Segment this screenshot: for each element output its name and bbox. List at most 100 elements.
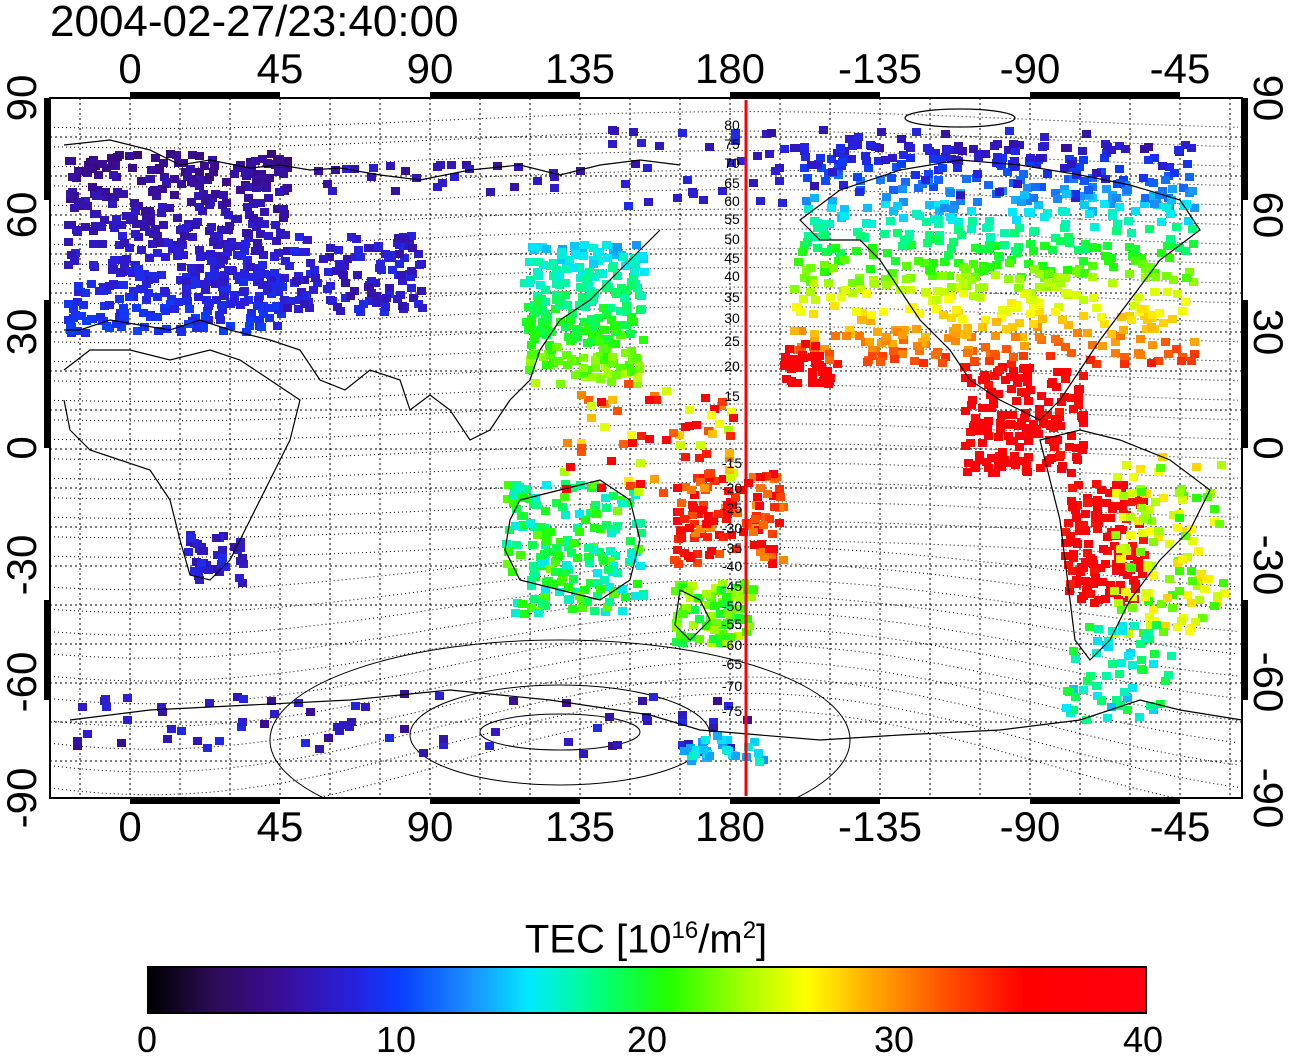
tec-pixel xyxy=(569,264,578,272)
tec-pixel xyxy=(763,490,772,498)
tec-pixel xyxy=(893,229,902,237)
contour-label: -35 xyxy=(721,540,743,556)
tec-pixel xyxy=(433,183,442,191)
tec-pixel xyxy=(770,503,779,511)
tec-pixel xyxy=(1149,192,1158,200)
tec-pixel xyxy=(560,493,569,501)
tec-pixel xyxy=(409,294,418,302)
tec-pixel xyxy=(807,161,816,169)
tec-pixel xyxy=(811,296,820,304)
tec-pixel xyxy=(1010,157,1019,165)
tec-pixel xyxy=(613,407,622,415)
tec-pixel xyxy=(1022,461,1031,469)
tec-pixel xyxy=(1167,196,1176,204)
tec-pixel xyxy=(1102,672,1111,680)
tec-pixel xyxy=(982,421,991,429)
tec-pixel xyxy=(979,283,988,291)
tec-pixel xyxy=(575,592,584,600)
tec-pixel xyxy=(514,163,523,171)
tec-pixel xyxy=(1119,513,1128,521)
tec-pixel xyxy=(601,494,610,502)
tec-pixel xyxy=(1029,194,1038,202)
tec-pixel xyxy=(400,725,409,733)
tec-pixel xyxy=(576,283,585,291)
tec-pixel xyxy=(539,353,548,361)
tec-pixel xyxy=(275,188,284,196)
tec-pixel xyxy=(1080,177,1089,185)
tec-pixel xyxy=(941,130,950,138)
tec-pixel xyxy=(762,472,771,480)
tec-pixel xyxy=(1024,453,1033,461)
tec-pixel xyxy=(203,252,212,260)
tec-pixel xyxy=(220,271,229,279)
tec-pixel xyxy=(81,329,90,337)
tec-pixel xyxy=(1195,596,1204,604)
tec-pixel xyxy=(1073,329,1082,337)
tec-pixel xyxy=(687,757,696,765)
tec-pixel xyxy=(564,596,573,604)
tec-pixel xyxy=(956,197,965,205)
tec-pixel xyxy=(810,337,819,345)
tec-pixel xyxy=(699,196,708,204)
tec-pixel xyxy=(550,173,559,181)
tec-pixel xyxy=(898,331,907,339)
tec-pixel xyxy=(147,166,156,174)
tec-pixel xyxy=(751,515,760,523)
tec-pixel xyxy=(294,305,303,313)
tec-pixel xyxy=(564,543,573,551)
tec-pixel xyxy=(575,263,584,271)
tec-pixel xyxy=(592,510,601,518)
tec-pixel xyxy=(564,583,573,591)
tec-pixel xyxy=(954,218,963,226)
tec-pixel xyxy=(808,353,817,361)
tec-pixel xyxy=(1098,578,1107,586)
contour-label: 65 xyxy=(724,175,740,191)
tec-pixel xyxy=(195,168,204,176)
tec-pixel xyxy=(1138,260,1147,268)
tec-pixel xyxy=(258,155,267,163)
tec-pixel xyxy=(771,167,780,175)
tec-pixel xyxy=(1131,207,1140,215)
tec-pixel xyxy=(603,353,612,361)
tec-pixel xyxy=(1051,415,1060,423)
tec-pixel xyxy=(820,268,829,276)
tec-pixel xyxy=(557,578,566,586)
tec-pixel xyxy=(792,303,801,311)
tec-pixel xyxy=(536,281,545,289)
tec-pixel xyxy=(633,580,642,588)
tec-pixel xyxy=(300,276,309,284)
tec-pixel xyxy=(571,371,580,379)
tec-pixel xyxy=(580,318,589,326)
tec-pixel xyxy=(973,170,982,178)
tec-pixel xyxy=(1147,323,1156,331)
tec-pixel xyxy=(600,576,609,584)
tec-pixel xyxy=(219,327,228,335)
tec-pixel xyxy=(1128,661,1137,669)
tec-pixel xyxy=(117,323,126,331)
tec-pixel xyxy=(1015,141,1024,149)
tec-pixel xyxy=(542,530,551,538)
tec-pixel xyxy=(1015,443,1024,451)
tec-pixel xyxy=(981,316,990,324)
tec-pixel xyxy=(1200,585,1209,593)
tec-pixel xyxy=(985,357,994,365)
tec-pixel xyxy=(193,540,202,548)
tec-pixel xyxy=(249,200,258,208)
tec-pixel xyxy=(710,626,719,634)
tec-pixel xyxy=(1067,469,1076,477)
tec-pixel xyxy=(120,260,129,268)
tec-pixel xyxy=(767,551,776,559)
tec-pixel xyxy=(867,311,876,319)
tec-pixel xyxy=(566,463,575,471)
tec-pixel xyxy=(306,708,315,716)
tec-pixel xyxy=(1062,704,1071,712)
tec-pixel xyxy=(546,351,555,359)
tec-pixel xyxy=(83,202,92,210)
tec-pixel xyxy=(1085,210,1094,218)
tec-pixel xyxy=(552,544,561,552)
tec-pixel xyxy=(879,308,888,316)
tec-pixel xyxy=(687,633,696,641)
tec-pixel xyxy=(724,601,733,609)
tec-pixel xyxy=(932,296,941,304)
colorbar-tick-label: 20 xyxy=(626,1019,668,1060)
